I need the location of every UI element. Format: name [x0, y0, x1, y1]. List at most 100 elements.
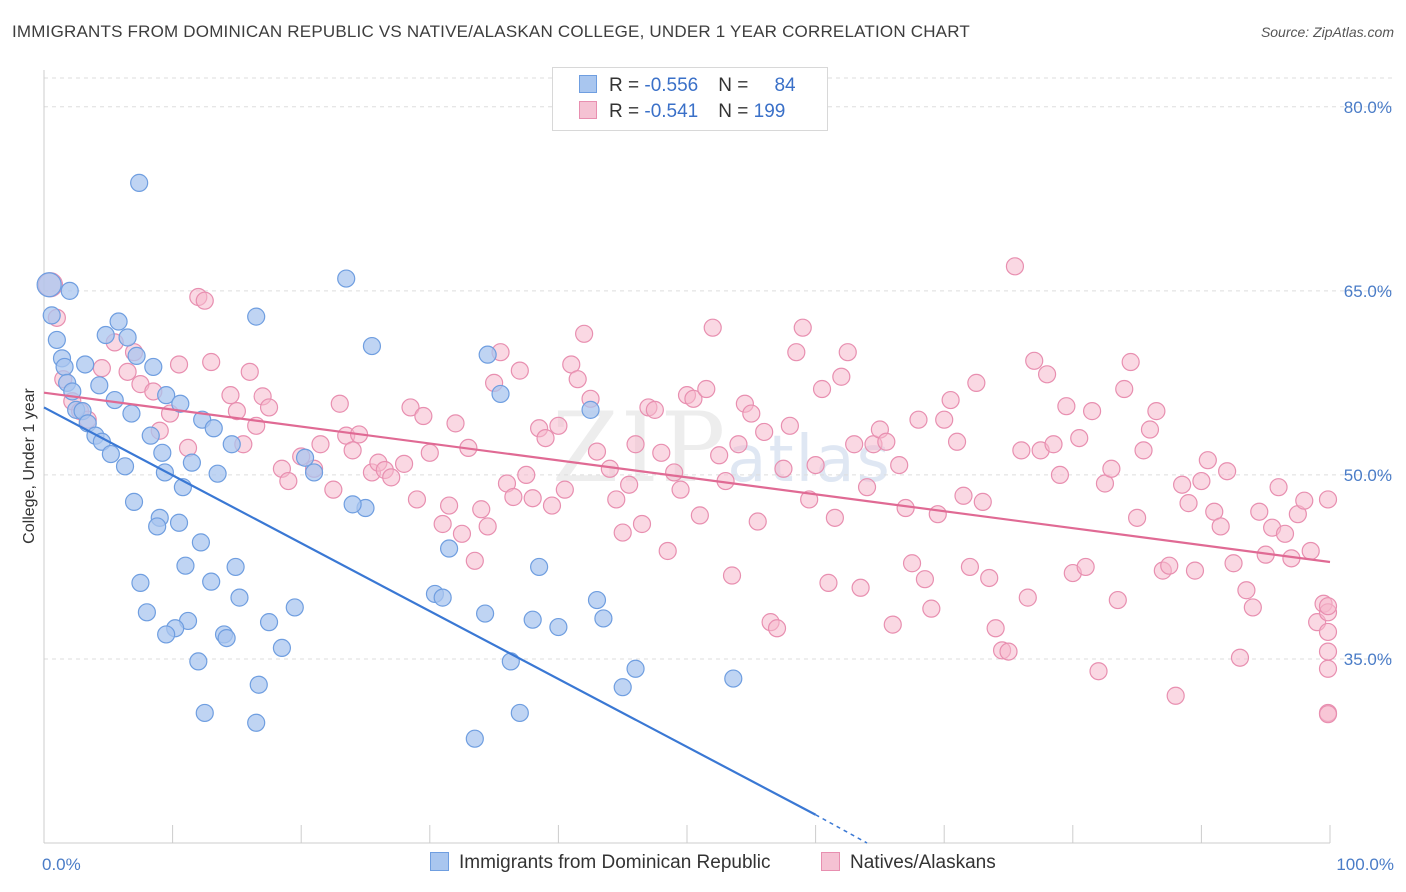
pink-point: [1102, 459, 1121, 478]
blue-point: [549, 617, 568, 637]
pink-point: [1037, 365, 1057, 384]
pink-point: [902, 554, 922, 573]
blue-point: [478, 345, 497, 364]
pink-point: [549, 416, 568, 435]
pink-point: [1318, 705, 1338, 724]
pink-point: [690, 506, 709, 525]
pink-point: [92, 359, 111, 378]
blue-point: [122, 404, 141, 423]
blue-trend-extension: [815, 814, 868, 844]
pink-point: [1115, 379, 1134, 399]
pink-point: [472, 500, 491, 519]
pink-point: [845, 435, 864, 454]
blue-point: [191, 533, 210, 552]
blue-point: [208, 464, 227, 483]
blue-point: [530, 557, 549, 577]
pink-point: [1050, 465, 1070, 485]
pink-point: [575, 324, 594, 343]
pink-point: [1301, 541, 1320, 561]
pink-point: [1318, 659, 1338, 678]
blue-point: [343, 495, 362, 514]
pink-point: [755, 422, 774, 442]
pink-point: [1108, 590, 1127, 610]
blue-point: [230, 588, 249, 607]
pink-point: [542, 496, 562, 515]
blue-point: [587, 590, 607, 610]
blue-point: [101, 444, 120, 464]
legend-swatch-pink: [579, 101, 597, 119]
trend-lines: [43, 391, 1331, 844]
pink-point: [960, 557, 980, 577]
pink-point: [478, 517, 497, 536]
pink-point: [941, 390, 960, 410]
blue-point: [217, 628, 236, 648]
blue-point: [249, 675, 268, 694]
pink-point: [967, 373, 986, 392]
blue-point: [581, 400, 600, 419]
blue-point: [109, 312, 128, 331]
pink-point: [587, 442, 607, 461]
blue-point: [153, 443, 172, 462]
blue-point: [182, 453, 201, 472]
pink-point: [1250, 502, 1269, 521]
pink-point: [928, 505, 947, 524]
watermark: ZIPatlas: [552, 392, 892, 504]
pink-point: [523, 489, 542, 508]
pink-point: [1218, 462, 1237, 481]
pink-point: [742, 404, 761, 423]
pink-point: [838, 343, 857, 362]
pink-point: [465, 551, 484, 570]
pink-point: [1160, 556, 1179, 575]
blue-point: [491, 384, 510, 404]
pink-point: [1318, 622, 1338, 642]
legend-row-blue: R = -0.556 N = 84: [579, 75, 796, 99]
blue-point: [148, 517, 167, 536]
pink-point: [510, 361, 529, 380]
blue-point: [272, 638, 292, 658]
pink-point: [446, 414, 465, 433]
pink-point: [832, 367, 851, 386]
pink-point: [787, 343, 806, 362]
pink-point: [793, 318, 812, 337]
blue-point: [433, 588, 452, 607]
x-tick-label-max: 100.0%: [1336, 855, 1394, 874]
blue-point: [105, 390, 124, 410]
pink-point: [1192, 471, 1211, 491]
pink-point: [169, 355, 189, 374]
pink-point: [1082, 402, 1102, 421]
x-tick-label-min: 0.0%: [42, 855, 81, 874]
blue-point: [285, 598, 304, 617]
pink-point: [812, 379, 832, 399]
pink-point: [665, 463, 684, 482]
pink-point: [774, 459, 793, 478]
pink-point: [800, 490, 819, 509]
pink-point: [954, 486, 973, 505]
pink-point: [980, 568, 999, 588]
y-tick-label: 50.0%: [1344, 466, 1392, 485]
pink-point: [202, 352, 221, 372]
pink-point: [1318, 642, 1338, 661]
pink-point: [1243, 598, 1262, 617]
blue-point: [247, 713, 266, 732]
pink-point: [1012, 441, 1031, 460]
pink-point: [1025, 351, 1044, 370]
pink-point: [915, 570, 935, 589]
bottom-legend-label-pink: Natives/Alaskans: [850, 852, 996, 873]
blue-point: [76, 355, 95, 374]
pink-point: [1275, 524, 1295, 543]
pink-point: [632, 514, 652, 534]
pink-point: [613, 523, 632, 542]
pink-point: [1005, 257, 1025, 276]
blue-point: [157, 386, 176, 405]
blue-trend-line: [43, 406, 817, 816]
pink-point: [555, 480, 574, 499]
blue-point: [204, 419, 223, 438]
pink-point: [1057, 397, 1076, 416]
blue-point: [171, 394, 190, 413]
blue-point: [501, 652, 520, 671]
blue-point: [42, 306, 61, 325]
pink-point: [1018, 588, 1037, 607]
bottom-legend-label-blue: Immigrants from Dominican Republic: [459, 852, 771, 873]
legend-blue-r-value: -0.556: [644, 75, 699, 96]
